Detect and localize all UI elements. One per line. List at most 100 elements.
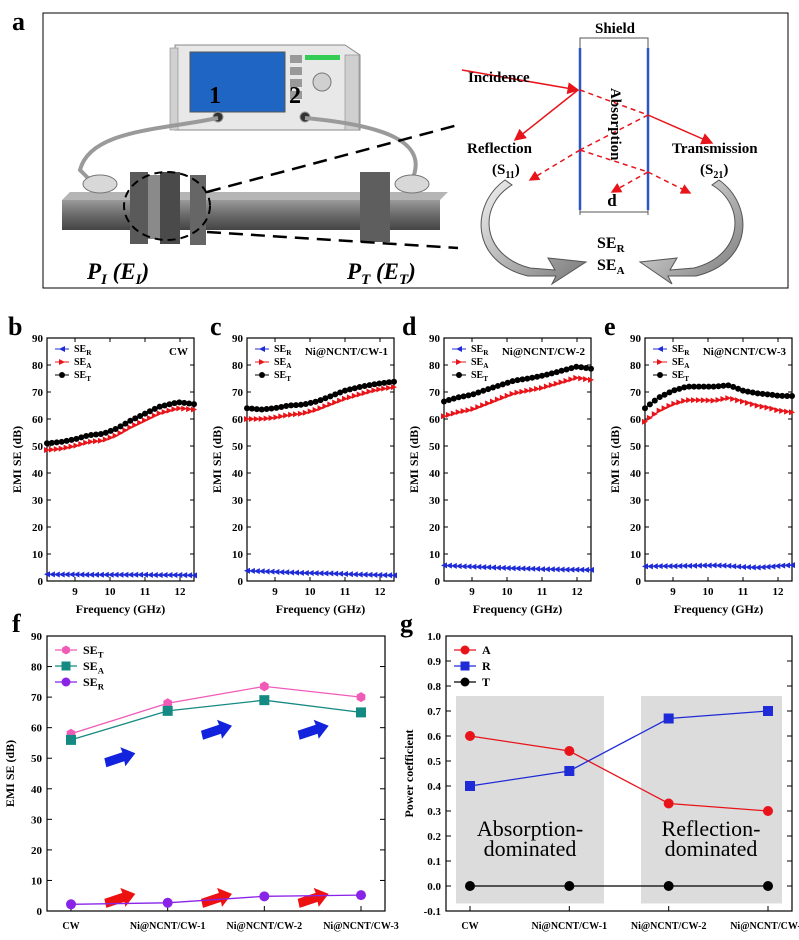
data-point: [784, 392, 791, 399]
data-point: [514, 565, 521, 572]
y-tick-label: 0.9: [427, 656, 441, 668]
y-tick-label: 80: [232, 360, 244, 372]
data-point: [450, 395, 457, 402]
data-point: [564, 766, 575, 776]
data-point: [548, 566, 555, 573]
data-point: [494, 396, 501, 403]
data-point: [642, 405, 648, 412]
data-point: [376, 380, 383, 387]
data-point: [73, 442, 80, 449]
data-point: [514, 377, 521, 384]
data-point: [317, 397, 324, 404]
data-point: [681, 562, 688, 569]
data-point: [248, 416, 255, 422]
panel-label-g: g: [400, 609, 413, 638]
series-line: [70, 699, 362, 741]
y-tick-label: 0.0: [427, 881, 441, 893]
y-tick-label: 10: [429, 549, 441, 561]
plot-frame: [246, 337, 395, 582]
data-point: [720, 396, 727, 403]
x-axis-label: Frequency (GHz): [674, 602, 763, 616]
data-point: [740, 563, 746, 570]
data-point: [146, 571, 153, 578]
x-tick-label: Ni@NCNT/CW-3: [730, 921, 799, 932]
data-point: [171, 572, 178, 579]
data-point: [749, 401, 756, 408]
data-point: [671, 400, 678, 407]
data-point: [529, 386, 536, 393]
series-se-a: [44, 405, 197, 454]
y-tick-label: 70: [32, 387, 44, 399]
panel-c-chart: 0 10 20 30 40 50 60 70 80 90 9 10 11 12 Frequency (GHz…: [210, 333, 397, 616]
data-point: [381, 379, 388, 386]
data-point: [122, 571, 129, 578]
data-point: [671, 563, 678, 570]
data-point: [273, 404, 280, 411]
data-point: [371, 387, 378, 394]
x-tick-label: Ni@NCNT/CW-1: [130, 921, 206, 932]
legend-label: SEA: [74, 357, 92, 370]
data-point: [710, 562, 717, 569]
panel-label-a: a: [12, 7, 25, 36]
data-point: [646, 563, 653, 570]
legend-label: T: [482, 675, 490, 689]
y-axis-label: EMI SE (dB): [3, 740, 17, 807]
se-a-label: SEA: [597, 257, 625, 277]
data-point: [63, 437, 70, 444]
series-se-a: [441, 374, 594, 420]
legend-marker: [657, 359, 663, 365]
data-point: [317, 570, 324, 577]
legend-label: SET: [274, 370, 291, 383]
data-point: [651, 411, 658, 418]
secondary-transmission-1: [647, 171, 692, 194]
data-point: [132, 422, 139, 429]
data-point: [288, 411, 295, 418]
y-tick-label: 60: [31, 723, 43, 735]
data-point: [312, 570, 319, 577]
data-point: [293, 569, 299, 576]
data-point: [548, 370, 555, 377]
data-point: [730, 563, 737, 570]
data-point: [132, 571, 139, 578]
x-tick-label: 12: [375, 586, 387, 598]
data-point: [499, 394, 506, 401]
data-point: [161, 408, 168, 415]
data-point: [656, 407, 663, 414]
y-tick-label: 10: [630, 549, 642, 561]
x-tick-label: 12: [773, 586, 785, 598]
data-point: [553, 566, 560, 573]
data-point: [686, 562, 693, 569]
y-tick-label: 10: [232, 549, 244, 561]
data-point: [88, 431, 95, 438]
data-point: [519, 565, 526, 572]
data-point: [465, 563, 472, 570]
y-tick-label: 40: [429, 468, 441, 480]
y-tick-label: 70: [630, 387, 642, 399]
x-tick-label: Ni@NCNT/CW-2: [631, 921, 707, 932]
series-line: [70, 685, 362, 735]
chart-title: CW: [169, 346, 188, 358]
data-point: [288, 569, 295, 576]
data-point: [386, 379, 393, 386]
data-point: [278, 569, 285, 576]
data-point: [288, 402, 295, 409]
data-point: [460, 393, 467, 400]
legend-label: SEA: [471, 357, 489, 370]
y-axis-label: Power coefficient: [402, 729, 416, 817]
data-point: [656, 394, 663, 401]
series-se-a: [642, 395, 795, 425]
data-point: [312, 406, 319, 413]
data-point: [676, 399, 683, 406]
x-tick-label: CW: [461, 921, 478, 932]
data-point: [691, 562, 697, 569]
data-point: [494, 382, 501, 389]
data-point: [73, 571, 80, 578]
data-point: [381, 572, 388, 579]
data-point: [578, 364, 585, 371]
data-point: [558, 379, 565, 386]
legend-marker: [259, 359, 265, 365]
legend-label: SEA: [672, 357, 690, 370]
data-point: [504, 392, 511, 399]
data-point: [97, 431, 104, 438]
data-point: [763, 706, 773, 716]
